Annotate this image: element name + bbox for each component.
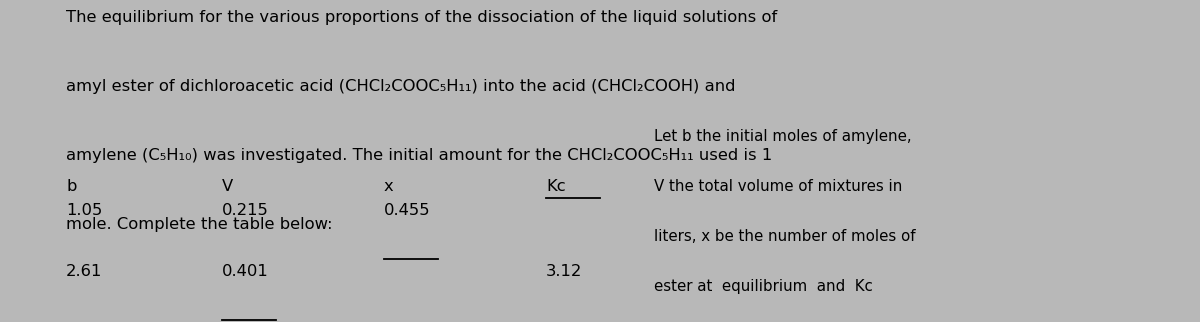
Text: 0.455: 0.455 bbox=[384, 203, 431, 218]
Text: 0.401: 0.401 bbox=[222, 264, 269, 279]
Text: liters, x be the number of moles of: liters, x be the number of moles of bbox=[654, 229, 916, 244]
Text: The equilibrium for the various proportions of the dissociation of the liquid so: The equilibrium for the various proporti… bbox=[66, 10, 778, 25]
Text: x: x bbox=[384, 179, 394, 194]
Text: 2.61: 2.61 bbox=[66, 264, 102, 279]
Text: V: V bbox=[222, 179, 233, 194]
Text: Kc: Kc bbox=[546, 179, 565, 194]
Text: 1.05: 1.05 bbox=[66, 203, 102, 218]
Text: 3.12: 3.12 bbox=[546, 264, 582, 279]
Text: Let b the initial moles of amylene,: Let b the initial moles of amylene, bbox=[654, 129, 912, 144]
Text: amylene (C₅H₁₀) was investigated. The initial amount for the CHCl₂COOC₅H₁₁ used : amylene (C₅H₁₀) was investigated. The in… bbox=[66, 148, 773, 163]
Text: amyl ester of dichloroacetic acid (CHCl₂COOC₅H₁₁) into the acid (CHCl₂COOH) and: amyl ester of dichloroacetic acid (CHCl₂… bbox=[66, 79, 736, 94]
Text: ester at  equilibrium  and  Kc: ester at equilibrium and Kc bbox=[654, 279, 872, 294]
Text: mole. Complete the table below:: mole. Complete the table below: bbox=[66, 217, 332, 232]
Text: V the total volume of mixtures in: V the total volume of mixtures in bbox=[654, 179, 902, 194]
Text: 0.215: 0.215 bbox=[222, 203, 269, 218]
Text: b: b bbox=[66, 179, 77, 194]
